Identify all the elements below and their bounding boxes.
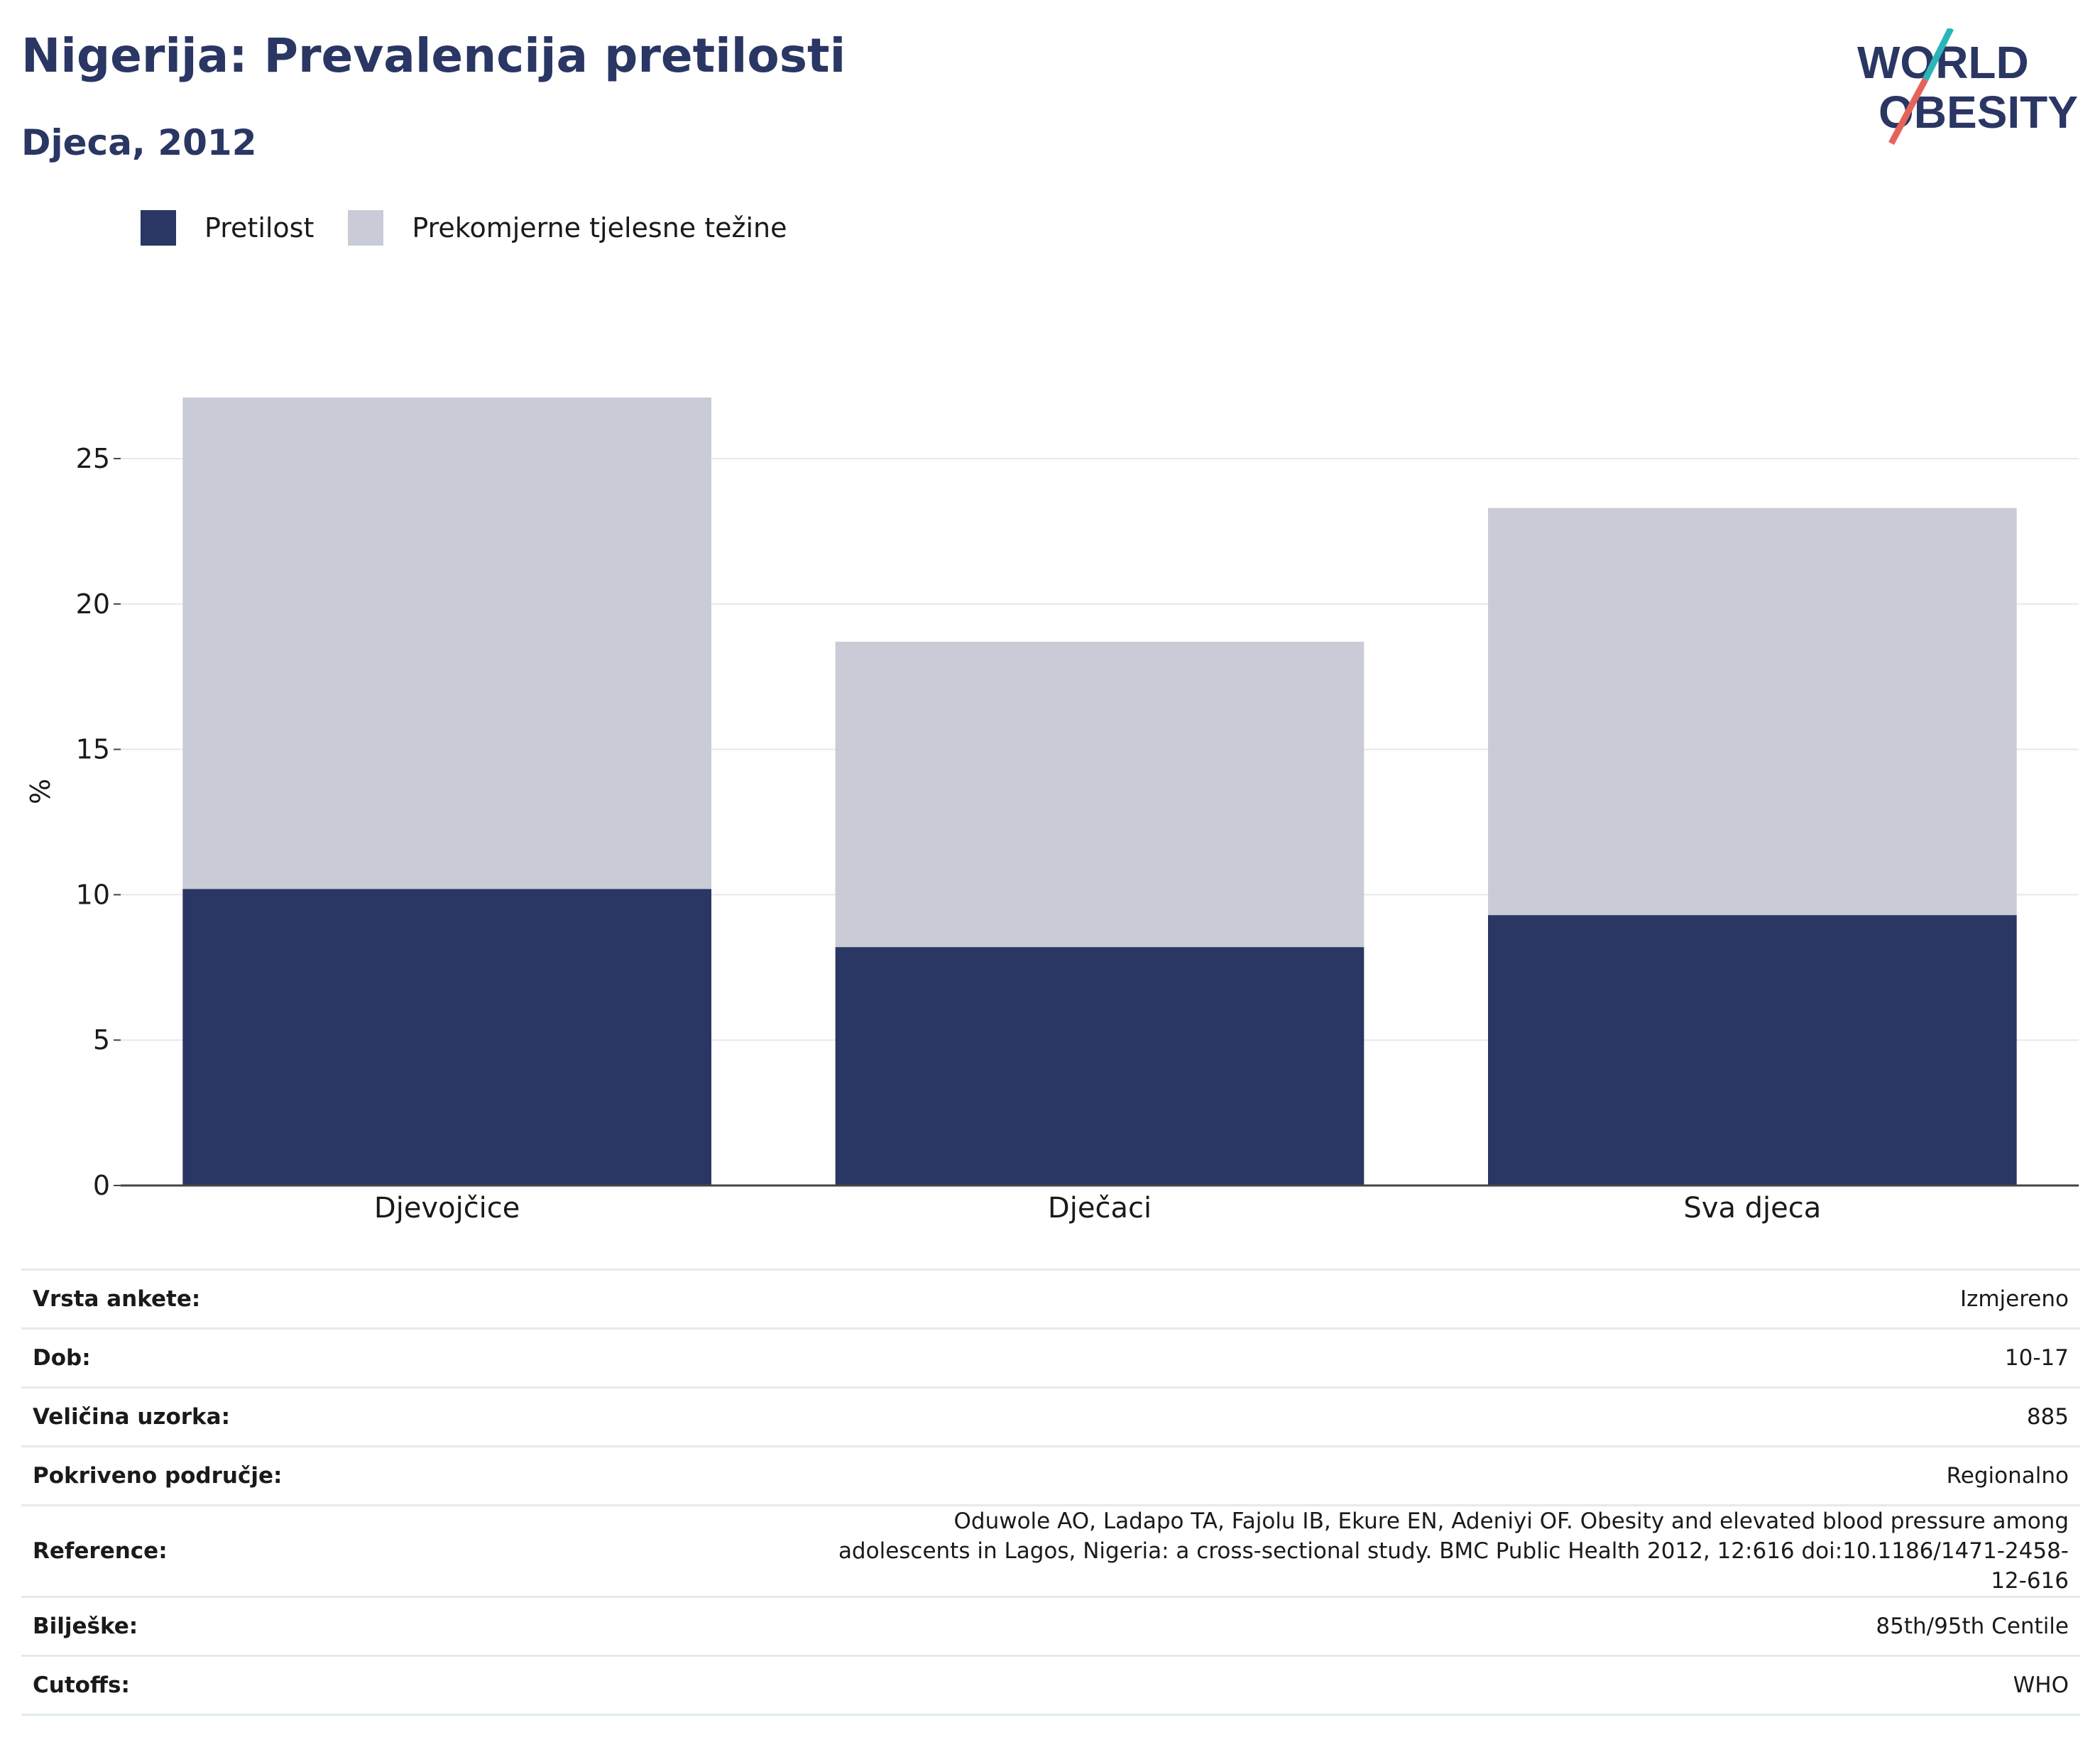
legend-swatch-pretilost — [141, 210, 176, 246]
legend-label-pretilost: Pretilost — [204, 212, 315, 243]
y-axis-label: % — [25, 779, 56, 804]
info-row: Vrsta ankete: Izmjereno — [21, 1269, 2080, 1329]
logo-slash-teal — [1922, 28, 1954, 82]
info-row: Pokriveno područje: Regionalno — [21, 1445, 2080, 1506]
info-row: Cutoffs: WHO — [21, 1655, 2080, 1716]
info-row: Reference: Oduwole AO, Ladapo TA, Fajolu … — [21, 1504, 2080, 1597]
info-key: Cutoffs: — [21, 1655, 294, 1716]
x-category-label: Djevojčice — [374, 1192, 520, 1225]
info-key: Bilješke: — [21, 1596, 294, 1656]
info-table: Vrsta ankete: Izmjereno Dob: 10-17 Veličina … — [21, 1269, 2080, 1716]
info-value: 85th/95th Centile — [293, 1596, 2080, 1656]
bar-chart: 0 5 10 15 20 25% Djevojčice Dječaci Sva djeca — [25, 398, 2079, 1225]
bar-pretilost-1 — [835, 947, 1365, 1185]
info-value: Oduwole AO, Ladapo TA, Fajolu IB, Ekure … — [293, 1504, 2080, 1597]
y-tick-label: 15 — [76, 734, 110, 765]
bar-pretilost-0 — [182, 889, 711, 1185]
bar-prekomjerne-2 — [1488, 508, 2017, 916]
bar-prekomjerne-0 — [182, 398, 711, 889]
legend-swatch-prekomjerne — [348, 210, 384, 246]
info-value: WHO — [293, 1655, 2080, 1716]
legend: Pretilost Prekomjerne tjelesne težine — [141, 210, 821, 246]
y-tick-label: 20 — [76, 588, 110, 620]
chart-title: Nigerija: Prevalencija pretilosti — [21, 28, 846, 83]
info-key: Pokriveno područje: — [21, 1445, 294, 1506]
info-key: Vrsta ankete: — [21, 1269, 294, 1329]
info-value: 885 — [293, 1386, 2080, 1447]
bar-prekomjerne-1 — [835, 642, 1365, 948]
logo-slash-coral — [1888, 77, 1928, 146]
logo-line2: OBESITY — [1878, 87, 2078, 138]
info-key: Veličina uzorka: — [21, 1386, 294, 1447]
info-value: Regionalno — [293, 1445, 2080, 1506]
y-tick-label: 25 — [76, 443, 110, 474]
chart-subtitle: Djeca, 2012 — [21, 122, 257, 163]
info-value: Izmjereno — [293, 1269, 2080, 1329]
world-obesity-logo: WORLD OBESITY — [1857, 28, 2078, 146]
x-category-label: Dječaci — [1048, 1192, 1152, 1225]
y-tick-label: 0 — [93, 1170, 110, 1201]
y-tick-label: 5 — [93, 1024, 110, 1056]
info-row: Veličina uzorka: 885 — [21, 1386, 2080, 1447]
x-category-label: Sva djeca — [1683, 1192, 1821, 1225]
bar-pretilost-2 — [1488, 915, 2017, 1185]
info-row: Bilješke: 85th/95th Centile — [21, 1596, 2080, 1656]
info-row: Dob: 10-17 — [21, 1327, 2080, 1388]
info-value: 10-17 — [293, 1327, 2080, 1388]
info-key: Reference: — [21, 1504, 294, 1597]
info-key: Dob: — [21, 1327, 294, 1388]
legend-label-prekomjerne: Prekomjerne tjelesne težine — [412, 212, 787, 243]
y-tick-label: 10 — [76, 879, 110, 910]
